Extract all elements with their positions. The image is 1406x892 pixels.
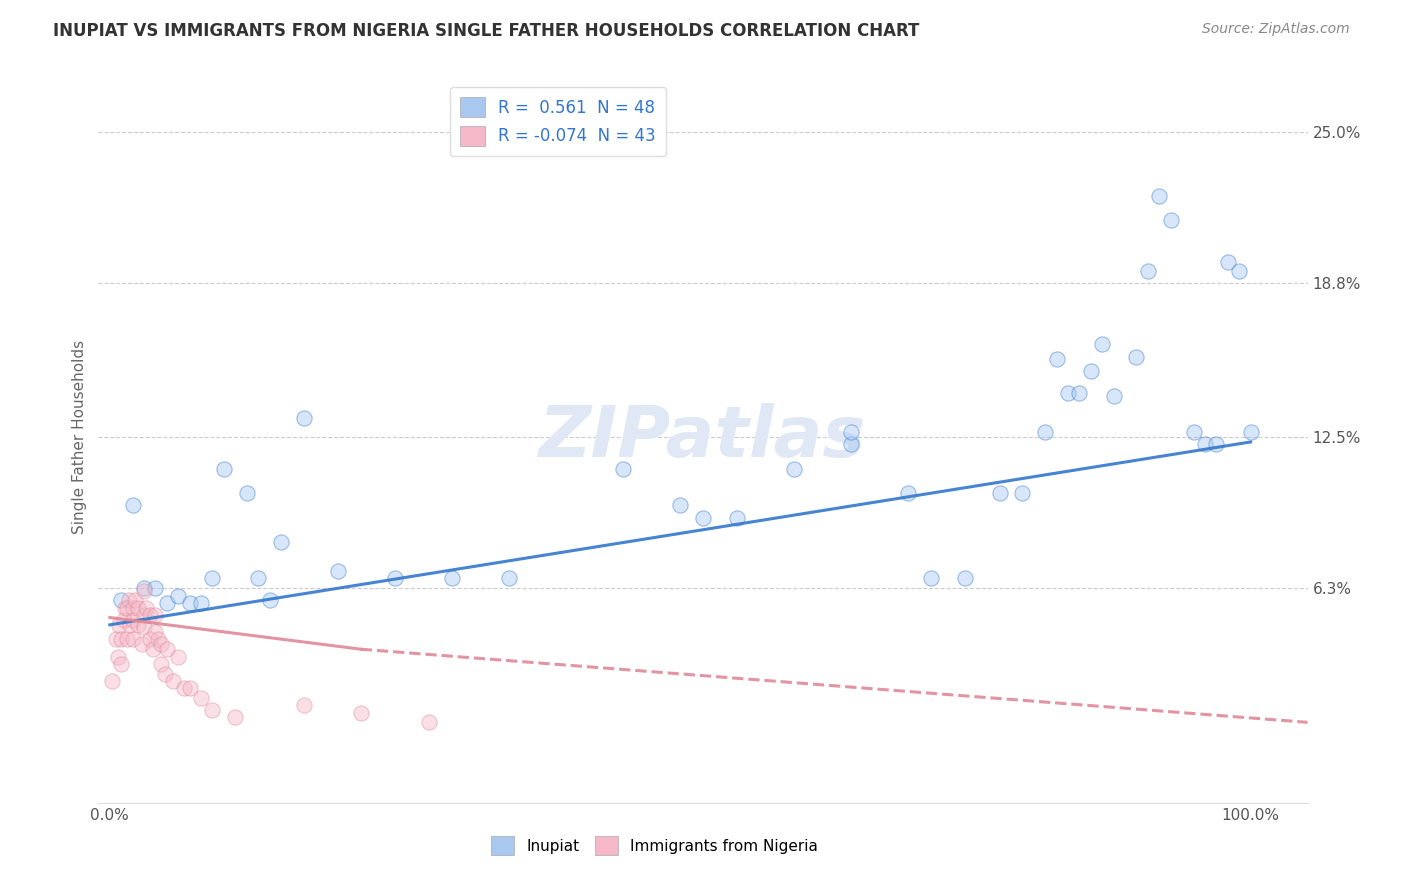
Point: [124, 593, 146, 607]
Point: [988, 486, 1011, 500]
Point: [350, 706, 373, 720]
Point: [145, 608, 167, 623]
Point: [1149, 188, 1171, 202]
Point: [139, 632, 162, 647]
Point: [127, 617, 149, 632]
Point: [1194, 437, 1216, 451]
Point: [156, 642, 179, 657]
Point: [955, 572, 977, 586]
Point: [247, 572, 270, 586]
Point: [118, 593, 141, 607]
Point: [156, 596, 179, 610]
Point: [259, 593, 281, 607]
Point: [153, 666, 176, 681]
Point: [121, 600, 143, 615]
Point: [1080, 364, 1102, 378]
Point: [1091, 337, 1114, 351]
Point: [839, 425, 862, 440]
Point: [101, 673, 124, 688]
Point: [783, 462, 806, 476]
Point: [1057, 386, 1080, 401]
Point: [150, 657, 173, 671]
Point: [725, 510, 748, 524]
Point: [110, 657, 132, 671]
Point: [131, 637, 153, 651]
Point: [146, 632, 169, 647]
Point: [441, 572, 464, 586]
Point: [498, 572, 520, 586]
Text: INUPIAT VS IMMIGRANTS FROM NIGERIA SINGLE FATHER HOUSEHOLDS CORRELATION CHART: INUPIAT VS IMMIGRANTS FROM NIGERIA SINGL…: [53, 22, 920, 40]
Point: [173, 681, 195, 696]
Point: [270, 535, 292, 549]
Point: [235, 486, 257, 500]
Point: [920, 572, 942, 586]
Point: [132, 608, 155, 623]
Point: [120, 617, 142, 632]
Point: [292, 410, 315, 425]
Point: [190, 690, 212, 705]
Point: [135, 600, 157, 615]
Point: [1216, 254, 1239, 268]
Point: [692, 510, 714, 524]
Point: [112, 613, 135, 627]
Y-axis label: Single Father Households: Single Father Households: [72, 340, 87, 534]
Point: [121, 499, 143, 513]
Point: [292, 698, 315, 713]
Point: [179, 681, 201, 696]
Point: [1125, 350, 1147, 364]
Text: Source: ZipAtlas.com: Source: ZipAtlas.com: [1202, 22, 1350, 37]
Point: [418, 715, 440, 730]
Point: [132, 581, 155, 595]
Text: ZIPatlas: ZIPatlas: [540, 402, 866, 472]
Point: [132, 620, 155, 634]
Point: [108, 617, 131, 632]
Point: [201, 703, 224, 717]
Point: [1239, 425, 1261, 440]
Point: [115, 600, 138, 615]
Point: [212, 462, 235, 476]
Legend: Inupiat, Immigrants from Nigeria: Inupiat, Immigrants from Nigeria: [485, 830, 824, 861]
Point: [224, 710, 246, 724]
Point: [1011, 486, 1033, 500]
Point: [1160, 213, 1182, 227]
Point: [179, 596, 201, 610]
Point: [669, 499, 692, 513]
Point: [1033, 425, 1056, 440]
Point: [110, 593, 132, 607]
Point: [139, 608, 162, 623]
Point: [114, 600, 136, 615]
Point: [104, 632, 127, 647]
Point: [167, 649, 190, 664]
Point: [110, 632, 132, 647]
Point: [1182, 425, 1205, 440]
Point: [1046, 352, 1069, 367]
Point: [162, 673, 184, 688]
Point: [326, 564, 349, 578]
Point: [121, 613, 143, 627]
Point: [612, 462, 634, 476]
Point: [1227, 264, 1250, 278]
Point: [167, 589, 190, 603]
Point: [897, 486, 920, 500]
Point: [190, 596, 212, 610]
Point: [1102, 389, 1125, 403]
Point: [1069, 386, 1091, 401]
Point: [1136, 264, 1159, 278]
Point: [145, 625, 167, 640]
Point: [142, 642, 165, 657]
Point: [145, 581, 167, 595]
Point: [201, 572, 224, 586]
Point: [107, 649, 129, 664]
Point: [121, 632, 143, 647]
Point: [132, 583, 155, 598]
Point: [127, 600, 149, 615]
Point: [1205, 437, 1227, 451]
Point: [384, 572, 406, 586]
Point: [115, 632, 138, 647]
Point: [839, 437, 862, 451]
Point: [150, 637, 173, 651]
